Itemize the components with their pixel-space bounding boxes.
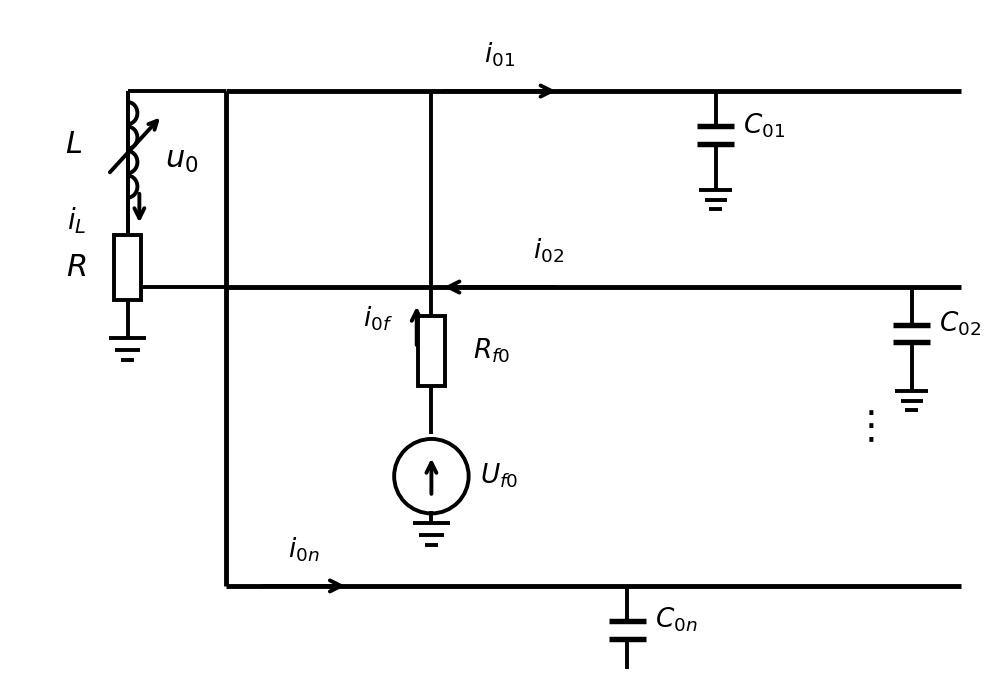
Text: $\vdots$: $\vdots$ [851, 408, 874, 445]
Text: $\mathit{C}_{0n}$: $\mathit{C}_{0n}$ [655, 606, 697, 635]
Text: $\mathit{u}_0$: $\mathit{u}_0$ [165, 144, 198, 175]
Text: $\mathit{U}_{f0}$: $\mathit{U}_{f0}$ [480, 462, 519, 490]
Text: $\mathit{C}_{01}$: $\mathit{C}_{01}$ [743, 111, 785, 139]
Text: $\mathit{i}_\mathit{L}$: $\mathit{i}_\mathit{L}$ [67, 205, 86, 236]
Text: $\mathit{C}_{02}$: $\mathit{C}_{02}$ [939, 310, 981, 338]
Text: $\mathit{i}_{01}$: $\mathit{i}_{01}$ [484, 41, 516, 70]
Text: $\mathit{i}_{02}$: $\mathit{i}_{02}$ [533, 237, 565, 266]
Text: $\mathit{R}_{f0}$: $\mathit{R}_{f0}$ [473, 337, 510, 365]
Text: $\mathit{L}$: $\mathit{L}$ [65, 129, 82, 160]
Text: $\mathit{i}_{0f}$: $\mathit{i}_{0f}$ [363, 304, 392, 333]
Bar [418, 316, 445, 386]
Bar [114, 235, 141, 299]
Text: $\mathit{i}_{0n}$: $\mathit{i}_{0n}$ [288, 536, 320, 564]
Text: $\mathit{R}$: $\mathit{R}$ [66, 252, 87, 283]
